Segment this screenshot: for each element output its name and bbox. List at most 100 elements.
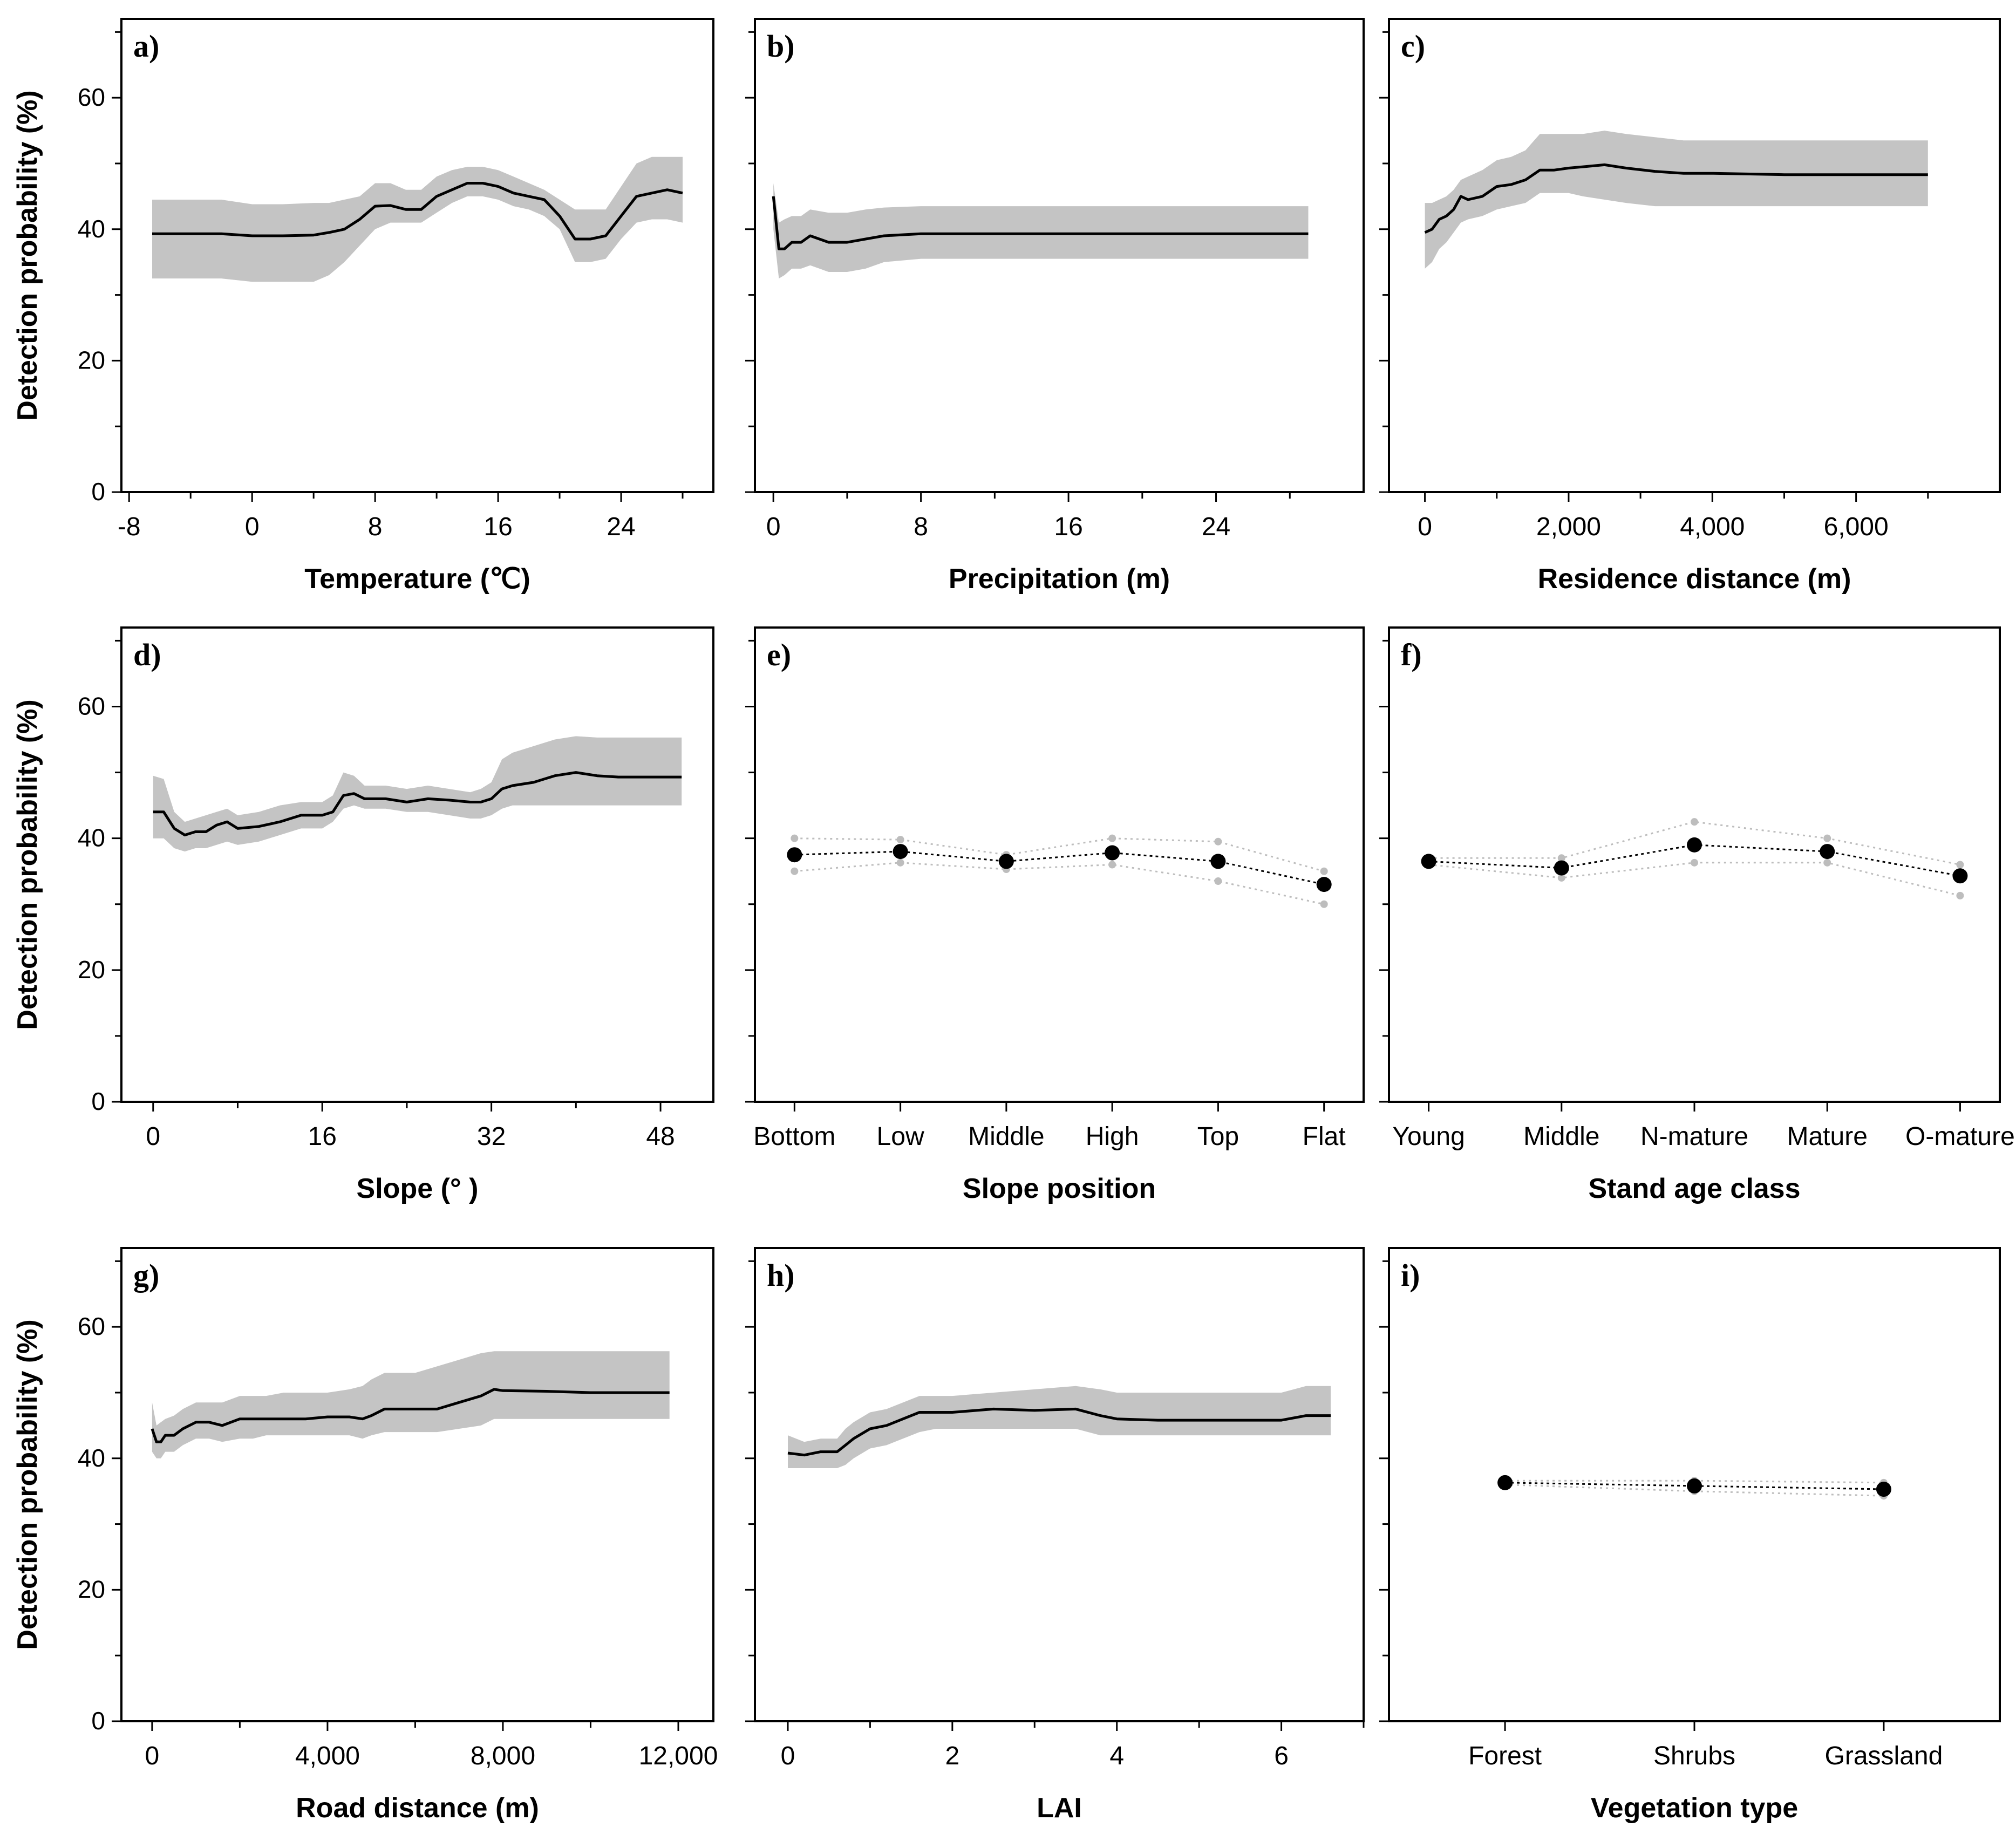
x-tick-label: Mature [1787,1122,1868,1151]
plot-frame [120,1247,714,1722]
series-line [153,771,682,837]
series-line [772,196,1309,250]
y-tick-label: 0 [91,1707,105,1735]
plot-frame [1388,1247,2001,1722]
lower-bound-point [1108,861,1116,869]
upper-bound-point [896,836,904,844]
confidence-band [1425,131,1928,269]
y-tick-label: 60 [78,1312,105,1340]
x-axis-label: Slope (° ) [357,1173,479,1204]
y-tick-label: 20 [78,346,105,374]
mean-line [1505,1482,1884,1490]
x-tick-label: 6,000 [1824,513,1889,541]
x-tick-label: Low [877,1122,924,1151]
x-tick-label: Flat [1303,1122,1346,1151]
series-line [787,1407,1331,1457]
data-point [1876,1482,1891,1497]
x-tick-label: Forest [1468,1742,1542,1770]
x-tick-label: 0 [245,513,260,541]
panel-f: Young Middle N-mature Mature O-mature Stand a… [1379,626,2015,1204]
x-tick-label: 12,000 [639,1742,718,1770]
data-point [1421,854,1436,869]
x-axis-label: Slope position [963,1173,1156,1204]
panel-i: Forest Shrubs Grassland Vegetation type i) [1379,1247,2001,1824]
y-tick-label: 60 [78,83,105,111]
plot-frame [120,626,714,1103]
confidence-band [152,156,683,282]
x-axis-label: Vegetation type [1591,1792,1798,1824]
x-tick-label: 8,000 [471,1742,535,1770]
plot-frame [1388,626,2001,1103]
x-axis-label: Precipitation (m) [949,563,1170,595]
x-tick-label: Shrubs [1653,1742,1735,1770]
data-point [1952,868,1968,884]
x-tick-label: 2,000 [1536,513,1601,541]
plot-frame [120,18,714,493]
data-point [1687,1478,1702,1494]
x-axis-label: LAI [1037,1792,1082,1824]
lower-bound-point [1956,891,1964,899]
x-tick-label: 32 [477,1122,506,1151]
panel-letter: a) [133,29,159,64]
x-tick-label: 6 [1274,1742,1289,1770]
panel-letter: f) [1401,637,1422,672]
data-point [787,847,802,863]
panel-e: Bottom Low Middle High Top Flat Slope position… [745,626,1365,1204]
y-tick-label: 0 [91,478,105,506]
x-tick-label: O-mature [1905,1122,2015,1151]
confidence-band [773,183,1309,279]
data-point [1554,860,1569,876]
upper-bound-point [1956,861,1964,869]
panel-letter: c) [1401,29,1425,64]
y-axis-label: Detection probability (%) [12,90,43,420]
lower-bound-line [1428,862,1960,897]
confidence-band [152,1351,670,1458]
x-tick-label: Top [1197,1122,1239,1151]
panel-g: 0 20 40 60 Detection probability (%) 0 4,000 8,… [12,1247,718,1824]
lower-bound-point [1214,877,1222,885]
upper-bound-point [1557,854,1565,862]
x-tick-label: High [1086,1122,1139,1151]
upper-bound-point [1214,837,1222,846]
data-point [1105,845,1120,861]
lower-bound-point [1320,900,1328,908]
y-tick-label: 20 [78,1575,105,1603]
data-point [998,854,1014,869]
y-tick-label: 20 [78,956,105,984]
lower-bound-line [794,862,1325,905]
series-line [152,182,683,241]
panel-h: 0 2 4 6 LAI h) [745,1247,1365,1824]
x-tick-label: 8 [368,513,383,541]
panel-d: 0 20 40 60 Detection probability (%) 0 16 32 48 S… [12,626,714,1204]
data-point [1497,1475,1513,1490]
plot-frame [1388,18,2001,493]
plot-frame [754,18,1365,493]
x-tick-label: 8 [914,513,928,541]
lower-bound-point [791,867,799,875]
panel-letter: d) [133,637,161,672]
x-axis-label: Temperature (℃) [304,563,530,595]
x-tick-label: N-mature [1640,1122,1748,1151]
x-tick-label: 0 [781,1742,795,1770]
mean-line [794,850,1325,885]
y-axis-label: Detection probability (%) [12,1319,43,1649]
x-axis-label: Residence distance (m) [1538,563,1851,595]
data-point [893,844,908,860]
x-tick-label: 0 [1418,513,1432,541]
panel-b: 0 8 16 24 Precipitation (m) b) [745,18,1365,595]
x-tick-label: 0 [146,1122,160,1151]
x-tick-label: 4 [1109,1742,1124,1770]
upper-bound-point [1320,867,1328,875]
x-tick-label: Bottom [753,1122,835,1151]
x-tick-label: 24 [1202,513,1230,541]
panel-letter: b) [767,29,795,64]
panel-letter: h) [767,1258,795,1293]
upper-bound-point [1108,834,1116,842]
y-tick-label: 0 [91,1087,105,1115]
upper-bound-point [1691,818,1698,826]
series-line [1424,163,1928,234]
upper-bound-line [1505,1480,1884,1484]
y-tick-label: 40 [78,824,105,852]
data-point [1316,877,1332,892]
x-tick-label: 4,000 [1680,513,1745,541]
